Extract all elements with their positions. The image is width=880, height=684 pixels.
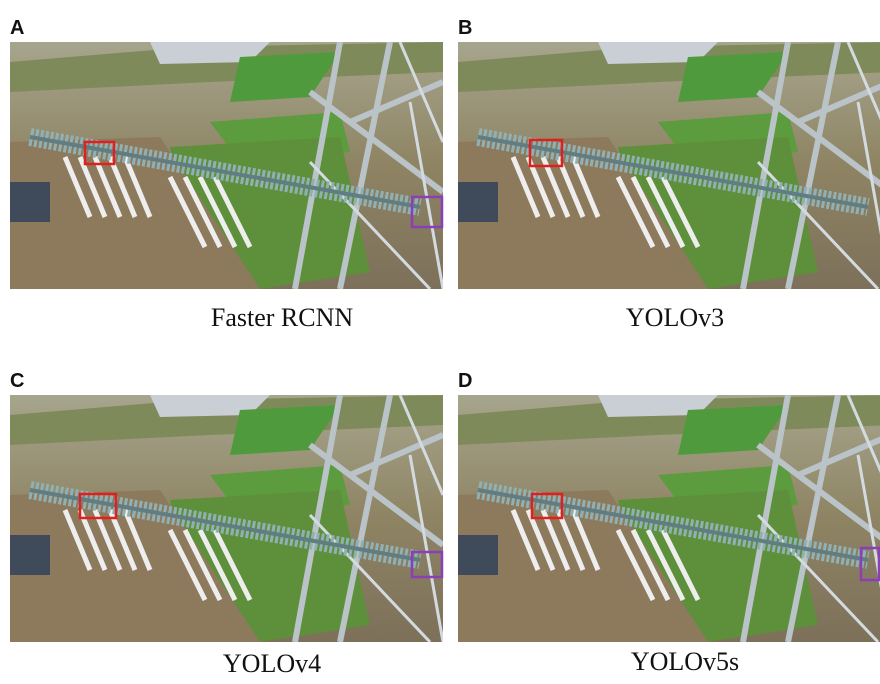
- caption: Faster RCNN: [211, 303, 354, 332]
- caption: YOLOv4: [223, 649, 321, 678]
- panel-label: B: [458, 17, 472, 39]
- photo: [10, 395, 443, 642]
- panel: C YOLOv4: [10, 370, 443, 678]
- panel: B YOLOv3: [458, 17, 880, 332]
- photo: [10, 42, 443, 289]
- panel-label: C: [10, 370, 24, 392]
- panel-label: A: [10, 17, 24, 39]
- caption: YOLOv5s: [631, 647, 739, 676]
- panel-label: D: [458, 370, 472, 392]
- panel: D YOLOv5s: [458, 370, 880, 676]
- caption: YOLOv3: [626, 303, 724, 332]
- figure: A Faster RCNN B YOLOv3 C YOLOv4 D YOLOv5…: [0, 0, 880, 684]
- panel: A Faster RCNN: [10, 17, 443, 332]
- photo: [458, 395, 880, 642]
- photo: [458, 42, 880, 289]
